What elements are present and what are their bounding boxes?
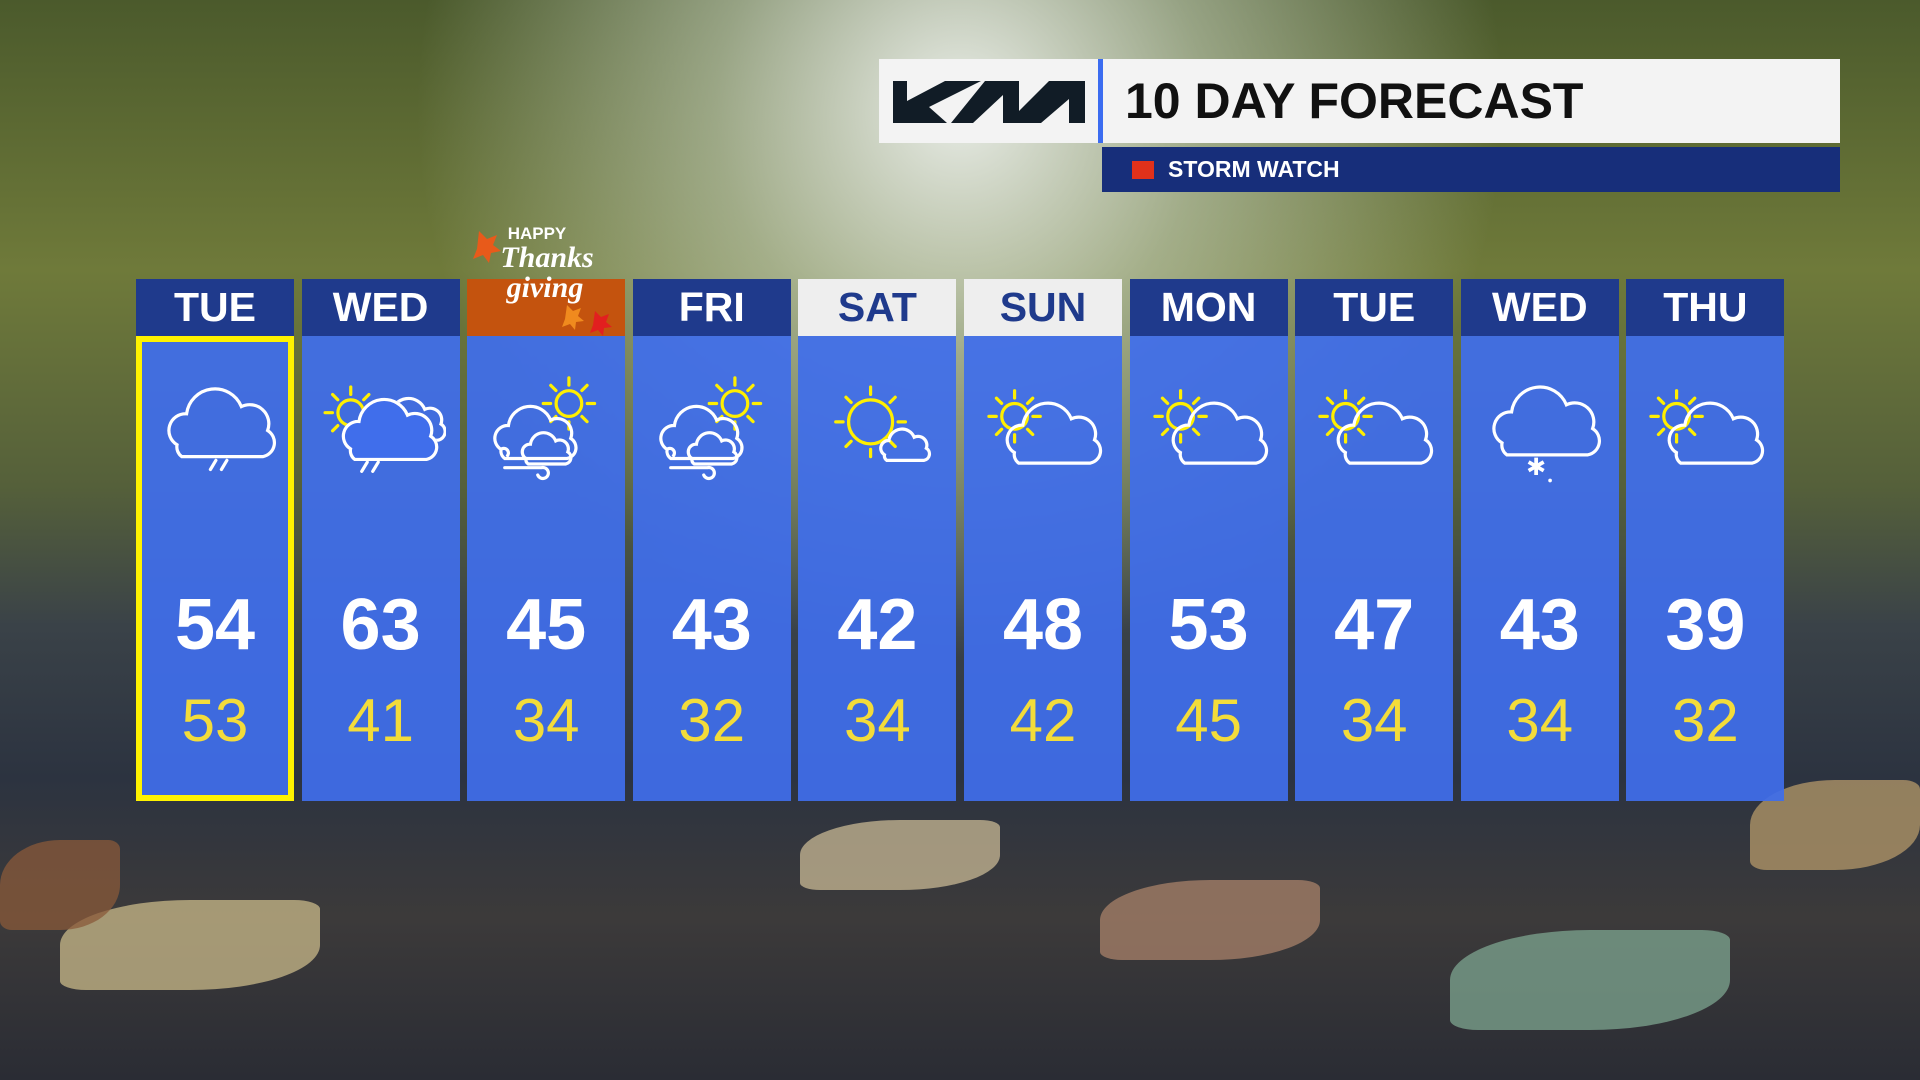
- partly-cloudy-windy-icon: [659, 376, 762, 481]
- alert-banner: STORM WATCH: [1102, 147, 1840, 192]
- day-body: 63 41: [301, 336, 460, 801]
- low-temp: 53: [181, 687, 249, 754]
- forecast-day-card: WED 63 41: [301, 279, 460, 801]
- day-body: 43 32: [632, 336, 791, 801]
- high-temp: 42: [837, 585, 918, 665]
- title-panel: 10 DAY FORECAST: [879, 59, 1840, 143]
- high-temp: 47: [1334, 585, 1415, 665]
- high-temp: 54: [174, 585, 256, 665]
- forecast-day-card: HAPPY Thanks giving 45 34: [467, 224, 626, 801]
- holiday-line3: giving: [506, 271, 584, 304]
- high-temp: 43: [671, 585, 752, 665]
- day-label: SAT: [798, 279, 957, 336]
- partly-cloudy-windy-icon: [493, 376, 597, 481]
- forecast-day-card: MON 53 45: [1129, 279, 1288, 801]
- forecast-day-card: SUN 48 42: [964, 279, 1122, 801]
- forecast-day-card: SAT 42 34: [798, 279, 957, 801]
- thanksgiving-badge: HAPPY Thanks giving: [473, 224, 613, 336]
- holiday-header: HAPPY Thanks giving: [467, 224, 626, 336]
- kia-logo: [879, 59, 1098, 143]
- day-label: TUE: [1295, 279, 1454, 336]
- alert-label: STORM WATCH: [1168, 156, 1340, 182]
- low-temp: 45: [1175, 687, 1242, 754]
- partly-cloudy-rain-icon: [323, 385, 446, 473]
- high-temp: 63: [340, 585, 421, 665]
- low-temp: 34: [844, 687, 911, 754]
- partly-cloudy-icon: [1152, 389, 1268, 465]
- day-body: 39 32: [1626, 336, 1785, 801]
- holiday-line2: Thanks: [501, 241, 594, 274]
- partly-cloudy-icon: [1318, 389, 1434, 465]
- day-label: WED: [301, 279, 460, 336]
- mostly-sunny-icon: [834, 385, 932, 462]
- day-label: TUE: [136, 279, 294, 336]
- low-temp: 41: [347, 687, 414, 754]
- partly-cloudy-icon: [1649, 389, 1765, 465]
- day-label: THU: [1626, 279, 1785, 336]
- low-temp: 34: [512, 687, 580, 754]
- low-temp: 32: [678, 687, 746, 754]
- day-body: 47 34: [1295, 336, 1454, 801]
- low-temp: 42: [1009, 687, 1077, 754]
- high-temp: 45: [506, 585, 587, 665]
- forecast-day-card: THU 39 32: [1626, 279, 1785, 801]
- forecast-day-card: WED ✱ 43 34: [1460, 279, 1619, 801]
- forecast-day-card: TUE 47 34: [1295, 279, 1454, 801]
- partly-cloudy-icon: [987, 389, 1103, 465]
- forecast-day-card: TUE 54 53: [136, 279, 294, 801]
- day-body: 54 53: [136, 336, 294, 801]
- high-temp: 43: [1499, 585, 1580, 665]
- svg-text:✱: ✱: [1526, 453, 1546, 481]
- high-temp: 53: [1168, 585, 1249, 665]
- low-temp: 32: [1672, 687, 1739, 754]
- day-body: 45 34: [467, 336, 626, 801]
- cloud-snow-icon: ✱: [1492, 385, 1601, 483]
- title-divider: [1098, 59, 1103, 143]
- day-body: 42 34: [798, 336, 957, 801]
- page-title: 10 DAY FORECAST: [1125, 73, 1584, 129]
- day-label: SUN: [964, 279, 1122, 336]
- day-body: 48 42: [964, 336, 1122, 801]
- day-body: ✱ 43 34: [1460, 336, 1619, 801]
- day-body: 53 45: [1129, 336, 1288, 801]
- day-label: FRI: [632, 279, 791, 336]
- cloud-rain-icon: [167, 387, 276, 472]
- alert-color-swatch: [1132, 160, 1154, 179]
- day-label: MON: [1129, 279, 1288, 336]
- low-temp: 34: [1340, 687, 1408, 754]
- low-temp: 34: [1506, 687, 1574, 754]
- high-temp: 48: [1002, 585, 1084, 665]
- forecast-day-card: FRI 43 32: [632, 279, 791, 801]
- day-label: WED: [1460, 279, 1619, 336]
- high-temp: 39: [1665, 585, 1746, 665]
- holiday-line1: HAPPY: [508, 224, 567, 243]
